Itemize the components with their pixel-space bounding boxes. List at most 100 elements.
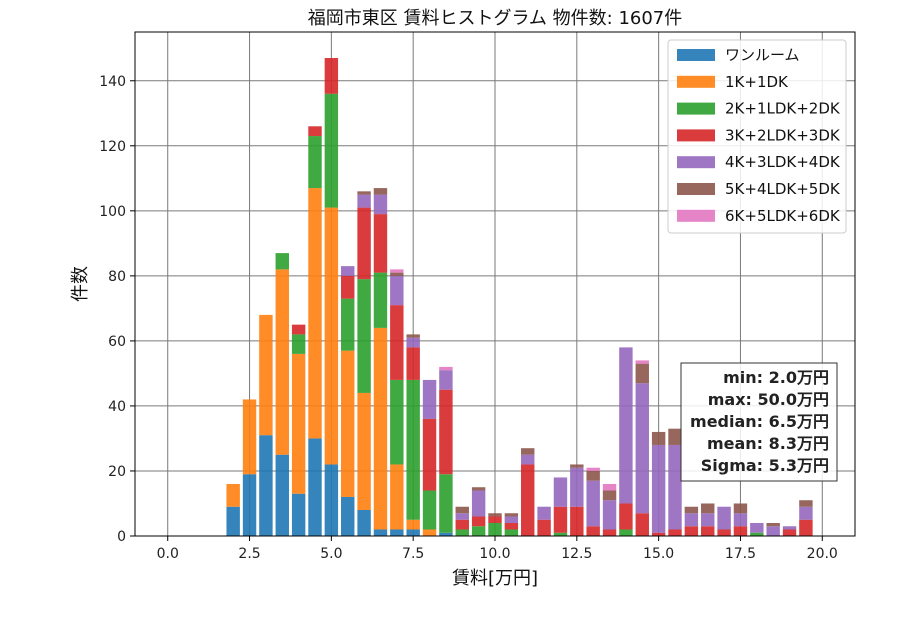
bar-segment: [537, 506, 551, 520]
y-tick-label: 20: [108, 464, 126, 480]
bar-segment: [471, 516, 486, 527]
legend-label: 3K+2LDK+3DK: [725, 126, 841, 144]
y-tick-label: 40: [108, 399, 126, 415]
x-tick-label: 0.0: [157, 546, 179, 562]
bar-segment: [291, 353, 306, 494]
bar-segment: [357, 392, 371, 510]
stats-box-background: [680, 362, 838, 482]
bar-segment: [602, 483, 617, 491]
y-axis-title: 件数: [70, 266, 91, 302]
bar-segment: [651, 532, 666, 536]
bar-segment: [553, 506, 568, 533]
x-tick-label: 7.5: [402, 546, 424, 562]
bar-segment: [439, 532, 453, 536]
stat-max: max: 50.0万円: [708, 390, 829, 409]
bar-segment: [390, 269, 404, 273]
bar-segment: [324, 58, 339, 94]
y-tick-label: 60: [108, 334, 126, 350]
legend-swatch: [677, 183, 715, 195]
bar-segment: [308, 126, 322, 137]
bar-segment: [439, 474, 453, 533]
bar-segment: [586, 470, 600, 481]
x-tick-label: 12.5: [561, 546, 592, 562]
y-tick-label: 0: [117, 529, 126, 545]
bar-segment: [471, 526, 486, 536]
bar-segment: [226, 506, 240, 536]
bar-segment: [471, 487, 486, 491]
bar-segment: [390, 529, 404, 536]
bar-segment: [766, 526, 780, 536]
bar-segment: [390, 272, 404, 276]
bar-segment: [390, 305, 404, 380]
bar-segment: [373, 188, 388, 195]
bar-segment: [291, 493, 306, 536]
bar-segment: [406, 347, 420, 380]
bar-segment: [406, 334, 420, 338]
bar-segment: [504, 516, 519, 523]
bar-segment: [439, 389, 453, 475]
bar-segment: [259, 314, 273, 436]
x-axis-title: 賃料[万円]: [452, 568, 538, 589]
x-axis-ticks: 0.0 2.5 5.0 7.5 10.0 12.5 15.0 17.5 20.0: [157, 536, 838, 562]
bar-segment: [799, 519, 813, 536]
bar-segment: [226, 483, 240, 507]
bar-segment: [357, 207, 371, 280]
bar-segment: [717, 529, 731, 536]
legend-swatch: [677, 129, 715, 142]
bar-segment: [602, 529, 617, 536]
bar-segment: [341, 275, 355, 299]
bar-segment: [357, 509, 371, 536]
bar-segment: [684, 513, 699, 527]
legend-swatch: [677, 75, 715, 88]
bar-segment: [570, 506, 584, 536]
bar-segment: [701, 513, 715, 527]
bar-segment: [733, 513, 748, 527]
bar-segment: [341, 496, 355, 536]
bar-segment: [635, 360, 649, 364]
bar-segment: [422, 379, 437, 419]
bar-segment: [668, 428, 682, 445]
bar-segment: [586, 467, 600, 471]
bar-segment: [439, 370, 453, 390]
stat-median: median: 6.5万円: [690, 412, 829, 431]
x-tick-label: 15.0: [643, 546, 674, 562]
bar-segment: [406, 337, 420, 348]
bar-segment: [390, 379, 404, 465]
bar-segment: [553, 532, 568, 536]
bar-segment: [357, 279, 371, 393]
bar-segment: [242, 474, 257, 536]
bar-segment: [324, 93, 339, 208]
bar-segment: [521, 454, 535, 465]
bar-segment: [586, 526, 600, 536]
bar-segment: [422, 529, 437, 536]
y-tick-label: 100: [99, 204, 126, 220]
bar-segment: [341, 298, 355, 351]
bar-segment: [701, 526, 715, 536]
bar-segment: [341, 266, 355, 276]
bar-segment: [390, 275, 404, 306]
bar-segment: [521, 448, 535, 455]
chart-title: 福岡市東区 賃料ヒストグラム 物件数: 1607件: [308, 8, 683, 29]
bar-segment: [570, 464, 584, 468]
bar-segment: [750, 532, 764, 536]
bar-segment: [471, 490, 486, 517]
legend-label: 5K+4LDK+5DK: [725, 180, 841, 198]
x-tick-label: 17.5: [725, 546, 756, 562]
bar-segment: [373, 529, 388, 536]
bar-segment: [488, 513, 502, 517]
bar-segment: [717, 506, 731, 530]
bar-segment: [373, 327, 388, 530]
bar-segment: [291, 334, 306, 354]
bar-segment: [651, 431, 666, 445]
bar-segment: [242, 399, 257, 475]
bars: [226, 58, 813, 536]
stat-min: min: 2.0万円: [723, 368, 829, 387]
bar-segment: [733, 503, 748, 514]
bar-segment: [308, 136, 322, 189]
bar-segment: [308, 438, 322, 536]
bar-segment: [259, 435, 273, 536]
bar-segment: [455, 506, 469, 514]
bar-segment: [635, 513, 649, 536]
y-tick-label: 140: [99, 74, 126, 90]
